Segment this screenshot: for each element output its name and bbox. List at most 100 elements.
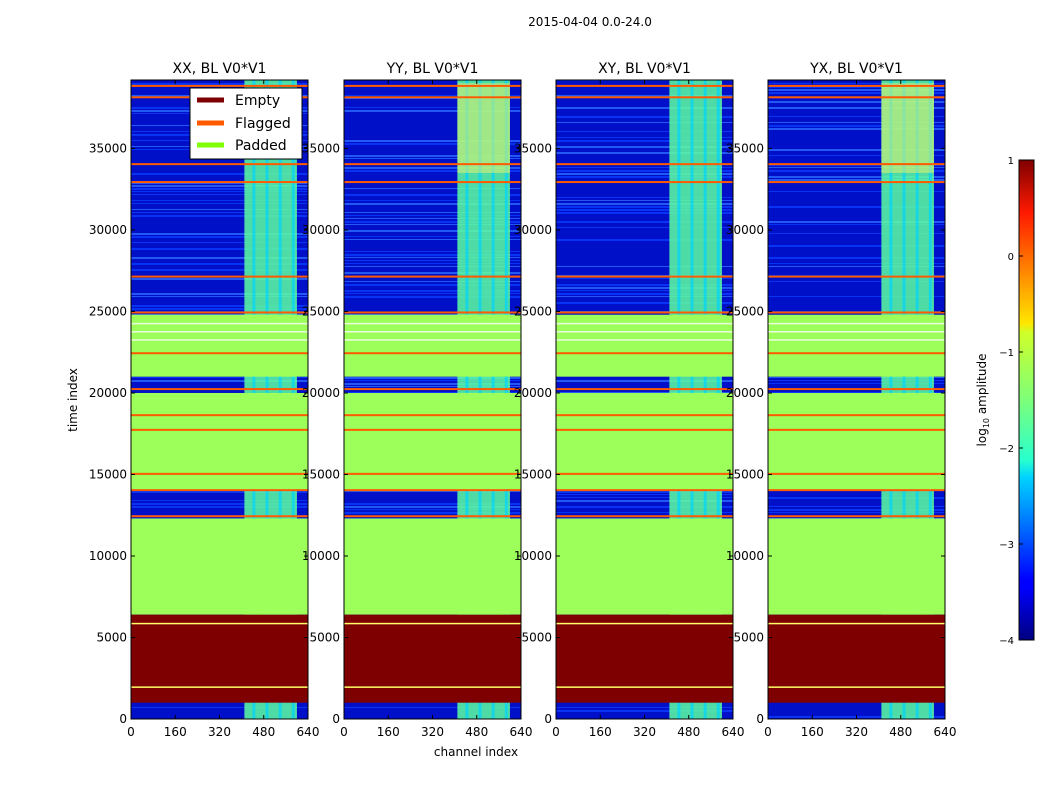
y-tick-label: 0 — [544, 712, 552, 726]
flagged-line — [556, 428, 733, 431]
panel-4: YX, BL V0*V1 0 160 320 480 640 0 5000 10000 15000… — [726, 61, 957, 739]
panel-1: XX, BL V0*V1 0 160 320 480 640 0 5000 10000 15000… — [89, 61, 320, 739]
noise-stripe — [344, 95, 521, 96]
empty-block — [131, 614, 308, 703]
noise-stripe — [131, 233, 308, 235]
flagged-line — [768, 472, 945, 475]
x-tick-label: 0 — [340, 725, 348, 739]
flagged-line — [344, 163, 521, 166]
panel-image — [344, 80, 521, 719]
gap-line — [768, 331, 945, 333]
noise-stripe — [768, 224, 945, 225]
gap-line — [131, 339, 308, 341]
noise-stripe — [131, 185, 308, 187]
flagged-line — [344, 352, 521, 355]
noise-stripe — [556, 131, 733, 132]
noise-stripe — [131, 296, 308, 297]
x-tick-label: 480 — [677, 725, 700, 739]
flagged-line — [344, 84, 521, 87]
flagged-line — [344, 275, 521, 278]
padded-line — [344, 686, 521, 688]
noise-stripe — [131, 242, 308, 243]
noise-stripe — [344, 272, 521, 274]
noise-stripe — [556, 380, 733, 382]
padded-line — [131, 622, 308, 625]
colorbar-ticks: 1 0 −1 −2 −3 −4 — [999, 156, 1023, 647]
flagged-line — [131, 163, 308, 166]
padded-block — [131, 518, 308, 615]
noise-stripe — [768, 266, 945, 267]
flagged-line — [768, 414, 945, 417]
noise-stripe — [556, 512, 733, 513]
flagged-line — [556, 275, 733, 278]
noise-stripe — [556, 497, 733, 498]
noise-stripe — [556, 293, 733, 295]
x-tick-label: 640 — [297, 725, 320, 739]
noise-stripe — [556, 494, 733, 495]
panel-image — [131, 80, 308, 719]
x-tick-label: 320 — [633, 725, 656, 739]
y-tick-label: 10000 — [514, 549, 552, 563]
flagged-line — [131, 472, 308, 475]
y-tick-label: 25000 — [89, 304, 127, 318]
noise-stripe — [768, 149, 945, 151]
noise-stripe — [556, 266, 733, 267]
noise-stripe — [344, 266, 521, 267]
noise-stripe — [344, 383, 521, 385]
flagged-line — [344, 96, 521, 99]
y-tick-label: 30000 — [514, 223, 552, 237]
y-tick-label: 25000 — [514, 304, 552, 318]
padded-line — [131, 686, 308, 688]
noise-stripe — [556, 116, 733, 118]
padded-block — [344, 392, 521, 491]
noise-stripe — [556, 173, 733, 175]
x-tick-label: 640 — [510, 725, 533, 739]
noise-stripe — [556, 302, 733, 304]
x-tick-label: 640 — [722, 725, 745, 739]
noise-stripe — [768, 281, 945, 282]
colorbar-tick-label: 0 — [1008, 252, 1014, 263]
noise-stripe — [556, 221, 733, 223]
flagged-line — [344, 489, 521, 492]
noise-stripe — [344, 377, 521, 379]
colorbar: 1 0 −1 −2 −3 −4 log10 amplitude — [975, 156, 1035, 647]
flagged-line — [768, 311, 945, 314]
gap-line — [556, 339, 733, 341]
noise-stripe — [556, 212, 733, 214]
noise-stripe — [556, 227, 733, 228]
gap-line — [344, 331, 521, 333]
noise-stripe — [768, 206, 945, 208]
noise-stripe — [768, 122, 945, 123]
noise-stripe — [768, 89, 945, 91]
noise-stripe — [131, 380, 308, 382]
y-tick-label: 15000 — [89, 467, 127, 481]
noise-stripe — [131, 173, 308, 175]
flagged-line — [131, 414, 308, 417]
padded-block — [556, 392, 733, 491]
noise-stripe — [131, 191, 308, 192]
noise-stripe — [768, 155, 945, 156]
y-tick-label: 30000 — [302, 223, 340, 237]
noise-stripe — [768, 170, 945, 172]
noise-stripe — [344, 203, 521, 205]
noise-stripe — [131, 203, 308, 204]
noise-stripe — [556, 209, 733, 211]
legend-label-empty: Empty — [235, 93, 280, 109]
noise-stripe — [556, 176, 733, 178]
flagged-line — [556, 96, 733, 99]
noise-stripe — [768, 125, 945, 127]
colorbar-tick-label: −2 — [999, 444, 1014, 455]
noise-stripe — [131, 503, 308, 505]
y-tick-label: 20000 — [726, 386, 764, 400]
noise-stripe — [768, 263, 945, 264]
flagged-line — [344, 472, 521, 475]
flagged-line — [768, 96, 945, 99]
noise-stripe — [131, 194, 308, 195]
noise-stripe — [556, 200, 733, 201]
x-tick-label: 0 — [764, 725, 772, 739]
y-tick-label: 20000 — [89, 386, 127, 400]
flagged-line — [768, 163, 945, 166]
noise-stripe — [344, 491, 521, 492]
empty-block — [768, 614, 945, 703]
flagged-line — [131, 275, 308, 278]
